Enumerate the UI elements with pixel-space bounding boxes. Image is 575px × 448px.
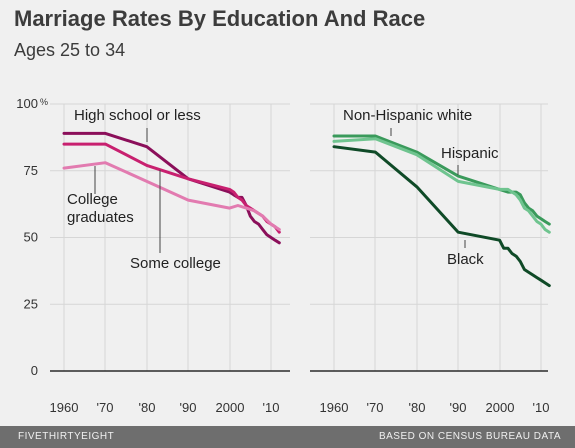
annotation-label: High school or less: [74, 107, 201, 124]
x-tick-label: 2000: [216, 400, 245, 415]
series-line-black: [332, 145, 551, 288]
annotation-label: Some college: [130, 255, 221, 272]
y-unit-suffix: %: [40, 97, 48, 107]
y-tick-label: 0: [31, 363, 38, 378]
chart-title: Marriage Rates By Education And Race: [14, 6, 426, 31]
y-tick-label: 75: [24, 163, 38, 178]
y-tick-label: 100: [16, 96, 38, 111]
x-tick-label: '90: [450, 400, 467, 415]
x-tick-label: '90: [180, 400, 197, 415]
series-line-high-school-or-less: [62, 131, 281, 245]
chart-subtitle: Ages 25 to 34: [14, 40, 126, 60]
footer-bar: FIVETHIRTYEIGHT BASED ON CENSUS BUREAU D…: [0, 426, 575, 448]
x-tick-label: '80: [409, 400, 426, 415]
y-tick-label: 50: [24, 230, 38, 245]
annotation-label: Hispanic: [441, 145, 499, 162]
x-tick-label: '70: [367, 400, 384, 415]
annotation-label: Non-Hispanic white: [343, 107, 472, 124]
x-tick-label: '10: [533, 400, 550, 415]
x-tick-label: 2000: [486, 400, 515, 415]
chart-area: 1960 '70 '80 '90 2000 '10 0 25 50 75 100 % 1960 '70 '8…: [16, 96, 551, 415]
x-tick-label: '10: [263, 400, 280, 415]
x-tick-label: '80: [139, 400, 156, 415]
footer-brand: FIVETHIRTYEIGHT: [18, 431, 115, 442]
x-tick-label: 1960: [320, 400, 349, 415]
series-line-non-hispanic-white: [332, 134, 551, 226]
x-tick-label: '70: [97, 400, 114, 415]
y-tick-label: 25: [24, 296, 38, 311]
series-line-college-graduates: [62, 161, 281, 231]
annotation-label: Black: [447, 251, 484, 268]
footer-source: BASED ON CENSUS BUREAU DATA: [378, 431, 561, 442]
x-tick-label: 1960: [50, 400, 79, 415]
annotation-label: College: [67, 191, 118, 208]
annotation-label: graduates: [67, 209, 134, 226]
series-line-hispanic: [332, 137, 551, 234]
